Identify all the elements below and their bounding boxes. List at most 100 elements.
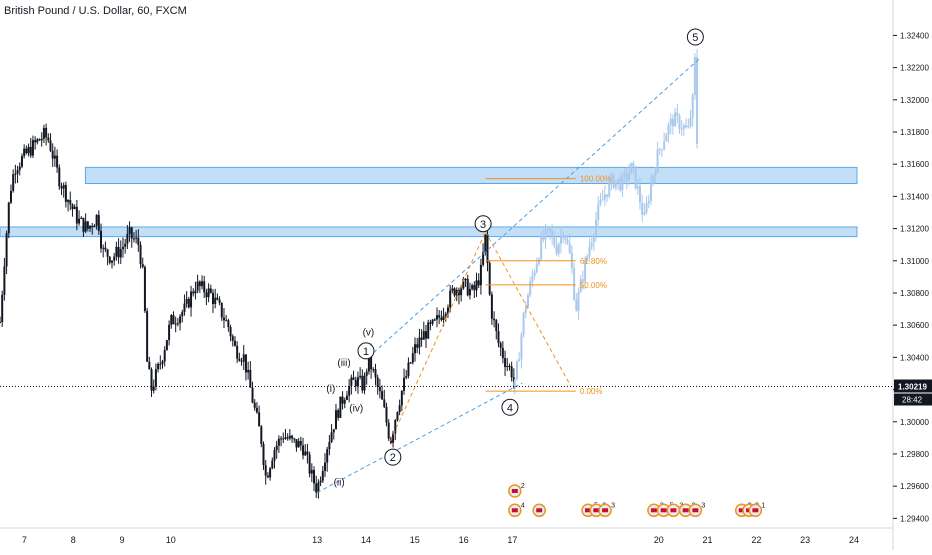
candle-body [266,475,269,478]
y-tick-label: 1.31600 [900,160,929,169]
candle-body [601,199,604,201]
projection-candles-candle [537,257,540,267]
event-marker-11[interactable]: 3 [688,502,705,518]
candle-body [170,315,173,325]
candle-body [433,319,436,321]
candle-body [69,199,72,205]
projection-candles-candle [645,196,648,215]
candle-body [562,235,565,238]
price-candles-candle [490,291,493,325]
projection-candles-candle [687,118,690,129]
event-marker-6[interactable]: 3 [598,502,615,518]
candle-body [383,399,386,407]
candle-body [251,387,254,403]
projection-candles-candle [660,148,663,158]
candle-body [579,279,582,293]
candle-body [510,366,513,378]
projection-candles-candle [540,231,543,261]
candle-body [225,320,228,322]
projection-candles-candle [671,114,674,135]
candle-body [253,402,256,408]
candle-body [674,112,677,127]
x-tick-label: 15 [410,535,420,545]
price-candles-candle [479,258,482,295]
price-candles-candle [495,318,498,340]
candle-body [334,410,337,430]
candle-body [115,246,118,257]
projection-candles-candle [570,245,573,275]
x-tick-label: 24 [849,535,859,545]
price-candles-candle [288,429,291,441]
x-tick-label: 22 [751,535,761,545]
wave-circle-3 [474,215,492,233]
price-candles-candle [453,287,456,298]
price-candles-candle [337,408,340,421]
candle-body [422,331,425,340]
projection-candles-candle [559,226,562,254]
candle-body [682,125,685,129]
candle-body [132,238,135,240]
candle-body [590,242,593,247]
candle-body [102,247,105,249]
candle-body [643,212,646,215]
x-tick-label: 23 [800,535,810,545]
candle-body [157,363,160,370]
projection-candles-candle [522,311,525,338]
price-candles-candle [42,124,45,144]
projection-candles-candle [588,238,591,262]
price-candles-candle [56,149,59,173]
price-candles-candle [190,285,193,317]
candle-body [38,139,41,141]
price-candles-candle [45,123,48,146]
price-candles-candle [95,214,98,230]
current-price-badge [894,379,932,393]
price-candles-candle [407,357,410,379]
candle-body [23,148,26,157]
candle-body [693,56,696,95]
candle-body [14,173,17,175]
price-candles-candle [214,288,217,309]
candle-body [161,361,164,365]
candle-body [291,435,294,439]
price-candles-candle [102,244,105,258]
event-marker-7[interactable]: 3 [647,502,664,518]
candle-body [51,150,54,159]
event-marker-3[interactable] [532,503,546,518]
wave-label-10: (v) [363,328,375,339]
candle-body [654,172,657,176]
price-candles-candle [58,164,61,190]
event-marker-1[interactable]: 2 [508,483,525,498]
price-candles-candle [132,232,135,243]
price-candles-candle [159,355,162,370]
candle-body [370,351,373,370]
candle-body [599,200,602,205]
price-candles-candle [398,399,401,416]
candle-body [143,266,146,312]
price-candles-candle [363,372,366,395]
y-tick-label: 1.31400 [900,192,929,201]
candle-body [207,288,210,298]
price-candles-candle [477,273,480,288]
price-candles-candle [354,376,357,392]
fib-level-label-1: 100.00% [580,175,612,184]
price-candles-candle [504,350,507,376]
event-marker-2[interactable]: 4 [508,502,525,518]
projection-candles-candle [592,233,595,251]
candle-body [586,256,589,260]
candle-body [387,422,390,439]
price-candles-candle [440,310,443,322]
price-candles-candle [27,143,30,157]
candle-body [588,246,591,257]
candle-body [656,149,659,173]
candle-body [531,276,534,282]
candle-body [508,366,511,368]
price-candles-candle [82,217,85,237]
candle-body [632,162,635,167]
candle-body [577,292,580,311]
price-candles-candle [240,357,243,366]
projection-candles-candle [568,234,571,254]
event-marker-14[interactable]: 1 [748,502,765,518]
candle-body [159,363,162,365]
candle-body [484,234,487,253]
